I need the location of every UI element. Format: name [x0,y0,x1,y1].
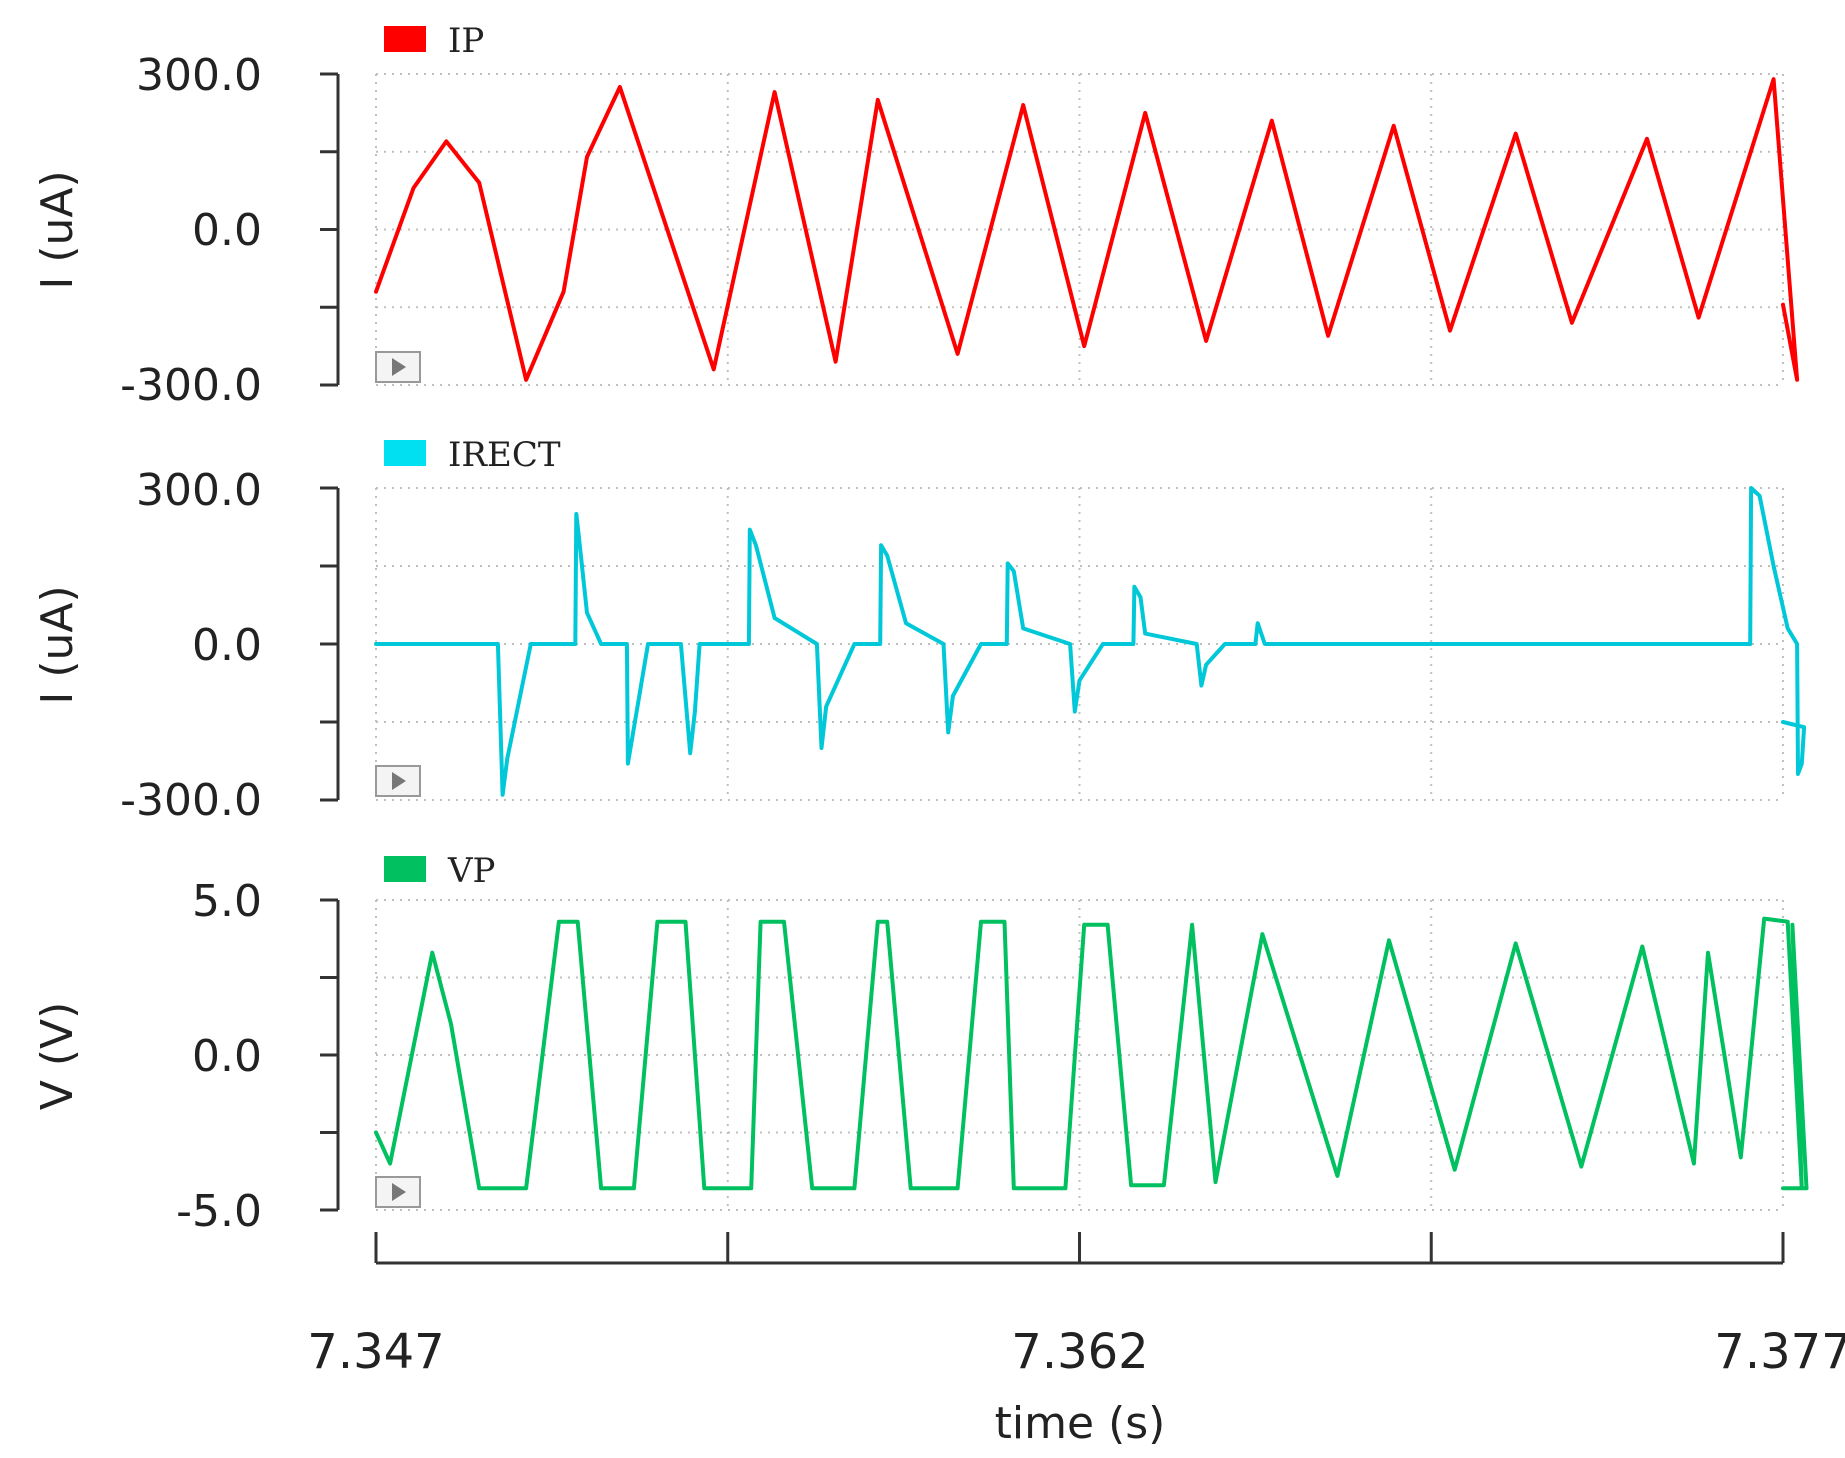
play-marker-icon[interactable] [375,765,421,797]
legend-swatch-vp [384,856,426,882]
y-tick-label: 5.0 [192,876,262,927]
play-marker-icon[interactable] [375,351,421,383]
series-line-vp [374,916,1809,1191]
legend-label-vp: VP [447,851,495,891]
series-line-ip [374,77,1800,382]
y-tick-label: 0.0 [192,1031,262,1082]
y-tick-label: 0.0 [192,620,262,671]
y-axis-title: I (uA) [32,170,83,289]
y-axis-title: V (V) [32,1002,83,1111]
x-tick-label: 7.347 [307,1324,444,1380]
y-axis-title: I (uA) [32,585,83,704]
y-tick-label: 300.0 [136,50,262,101]
legend-label-irect: IRECT [448,435,561,475]
legend-label-ip: IP [448,21,484,61]
x-tick-label: 7.362 [1011,1324,1148,1380]
y-tick-label: 300.0 [136,465,262,516]
x-tick-label: 7.377 [1714,1324,1845,1380]
y-tick-label: -5.0 [176,1186,262,1237]
panel-vp: VP 5.0 0.0 -5.0 V (V) [32,851,1809,1237]
x-axis-title: time (s) [995,1398,1166,1449]
x-axis: 7.347 7.362 7.377 time (s) [307,1232,1845,1449]
y-tick-label: 0.0 [192,205,262,256]
legend-swatch-ip [384,26,426,52]
panel-irect: IRECT 300.0 0.0 -300.0 I (uA) [32,435,1807,826]
legend-swatch-irect [384,440,426,466]
y-tick-label: -300.0 [120,775,262,826]
series-line-irect [374,486,1807,797]
panel-ip: IP 300.0 0.0 -300.0 I (uA) [32,21,1800,411]
y-tick-label: -300.0 [120,360,262,411]
play-marker-icon[interactable] [375,1176,421,1208]
